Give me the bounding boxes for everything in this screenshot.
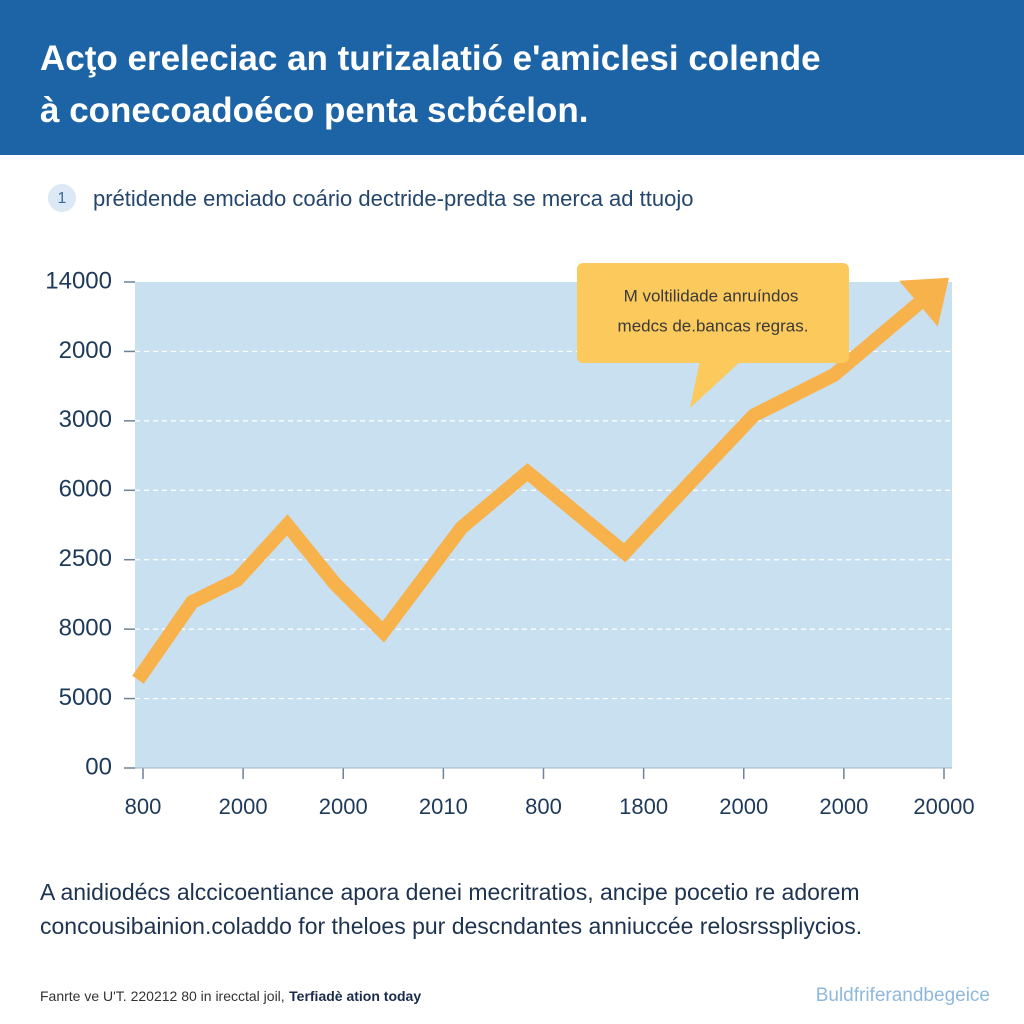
x-tick-label: 2000 (719, 794, 768, 819)
caption-line: concousibainion.coladdo for theloes pur … (40, 913, 862, 939)
x-tick-label: 2000 (319, 794, 368, 819)
y-tick-label: 5000 (59, 684, 112, 711)
x-tick-label: 1800 (619, 794, 668, 819)
badge: 1 (58, 190, 67, 207)
y-tick-label: 2500 (59, 545, 112, 572)
line-series (132, 298, 923, 684)
footnote-bold: Terfiadè ation today (289, 988, 421, 1004)
credit: Buldfriferandbegeice (816, 985, 990, 1006)
header-band (0, 0, 1024, 155)
arrow-head (899, 277, 949, 327)
title-line: à conecoadoéco penta scbćelon. (40, 91, 589, 130)
title-line: Acţo ereleciac an turizalatió e'amiclesi… (40, 39, 821, 78)
y-tick-label: 8000 (59, 614, 112, 641)
x-tick-label: 2010 (419, 794, 468, 819)
y-tick-label: 6000 (59, 476, 112, 503)
badge-circle (48, 184, 76, 212)
x-tick-label: 20000 (913, 794, 974, 819)
y-tick-label: 14000 (45, 267, 112, 294)
y-tick-label: 00 (85, 753, 112, 780)
annotation-pointer (690, 360, 742, 408)
subtitle: prétidende emciado coário dectride-predt… (93, 186, 693, 211)
x-tick-label: 2000 (819, 794, 868, 819)
x-tick-label: 800 (125, 794, 162, 819)
annotation-line: M voltilidade anruíndos (624, 286, 799, 305)
annotation: M voltilidade anruíndos medcs de.bancas … (577, 263, 849, 408)
x-tick-label: 800 (525, 794, 562, 819)
footnote-text: Fanrte ve U'T. 220212 80 in irecctal joi… (40, 988, 285, 1004)
marks (132, 277, 949, 684)
footnote: Fanrte ve U'T. 220212 80 in irecctal joi… (40, 988, 421, 1005)
y-tick-label: 2000 (59, 337, 112, 364)
annotation-line: medcs de.bancas regras. (618, 316, 809, 335)
x-tick-label: 2000 (219, 794, 268, 819)
y-tick-label: 3000 (59, 406, 112, 433)
caption-line: A anidiodécs alccicoentiance apora denei… (40, 879, 860, 905)
annotation-box (577, 263, 849, 363)
